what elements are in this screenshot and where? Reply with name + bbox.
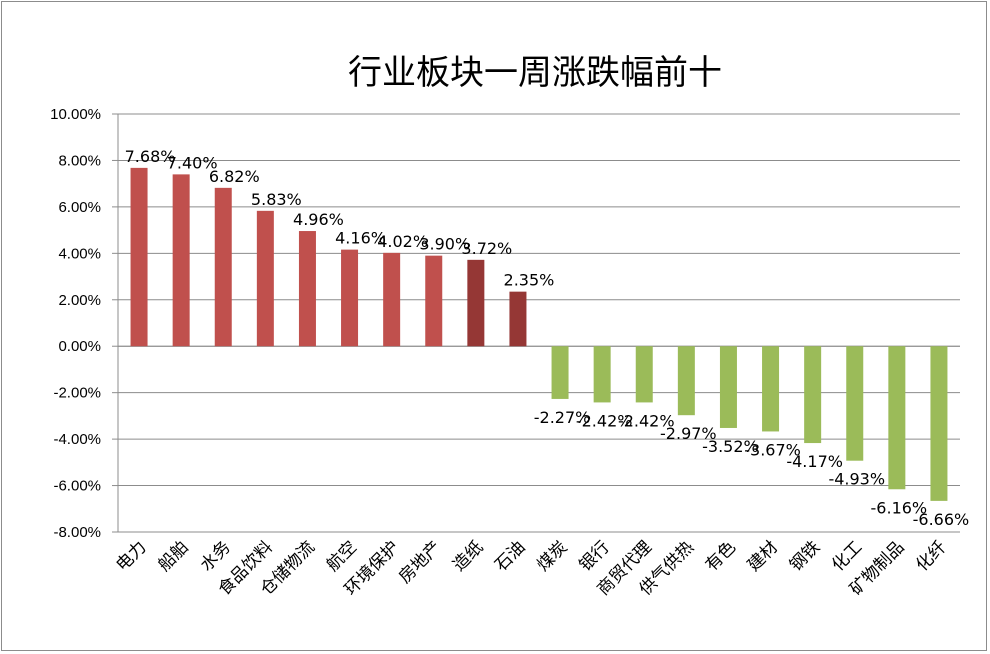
bar <box>467 259 485 347</box>
data-label: -6.16% <box>871 498 928 517</box>
y-tick-label: 6.00% <box>58 199 101 216</box>
x-category-label: 建材 <box>744 537 782 575</box>
bar <box>846 346 864 461</box>
chart-title: 行业板块一周涨跌幅前十 <box>348 53 722 93</box>
x-category-label: 煤炭 <box>533 537 571 575</box>
x-category-label: 化纤 <box>912 537 950 575</box>
x-category-label: 钢铁 <box>786 537 824 575</box>
x-category-label: 石油 <box>491 537 529 575</box>
x-category-label: 船舶 <box>155 537 193 575</box>
data-label: -2.42% <box>576 411 633 430</box>
bar <box>930 346 948 501</box>
data-label: 4.16% <box>335 229 386 248</box>
y-tick-label: -2.00% <box>53 385 101 402</box>
y-tick-label: 0.00% <box>58 338 101 355</box>
bar <box>804 346 822 444</box>
bar <box>635 346 653 403</box>
x-category-label: 电力 <box>112 537 150 575</box>
bar <box>719 346 737 428</box>
data-label: 6.82% <box>209 167 260 186</box>
x-category-labels: 电力 船舶 水务食品饮料仓储物流 航空环境保护房地产 造纸 石油 煤炭 银行商贸代理供气供热有… <box>112 537 950 599</box>
y-tick-label: -6.00% <box>53 478 101 495</box>
bar <box>762 346 780 432</box>
bar <box>172 174 190 347</box>
bar <box>425 255 443 347</box>
data-label: -3.52% <box>702 437 759 456</box>
bar <box>256 210 274 347</box>
data-label: 3.72% <box>461 239 512 258</box>
bar <box>888 346 906 490</box>
data-label: 5.83% <box>251 190 302 209</box>
bar <box>298 231 316 347</box>
data-label: 4.96% <box>293 210 344 229</box>
data-label: -4.17% <box>786 452 843 471</box>
data-label: -6.66% <box>913 510 970 529</box>
bar <box>341 249 359 347</box>
data-label: -4.93% <box>828 470 885 489</box>
bar <box>214 187 232 347</box>
data-label: -2.42% <box>618 411 675 430</box>
data-label: 4.02% <box>377 232 428 251</box>
data-label: 7.68% <box>125 147 176 166</box>
bar <box>130 167 148 347</box>
data-labels: 7.68%7.40%6.82% 5.83%4.96%4.16%4.02%3.90%… <box>125 147 970 529</box>
x-category-label: 有色 <box>702 537 740 575</box>
bars <box>130 167 948 501</box>
bar <box>551 346 569 399</box>
data-label: 7.40% <box>167 153 218 172</box>
bar <box>593 346 611 403</box>
y-tick-label: 8.00% <box>58 152 101 169</box>
y-tick-label: -8.00% <box>53 524 101 541</box>
bar <box>509 291 527 347</box>
data-label: -2.97% <box>660 424 717 443</box>
y-tick-label: -4.00% <box>53 431 101 448</box>
data-label: -3.67% <box>744 440 801 459</box>
bar <box>677 346 695 416</box>
x-category-label: 造纸 <box>449 537 487 575</box>
y-tick-labels: 10.00% 8.00% 6.00% 4.00% 2.00% 0.00% -2.00% -4.… <box>50 106 101 541</box>
y-tick-label: 10.00% <box>50 106 101 123</box>
bar <box>383 252 401 347</box>
data-label: -2.27% <box>534 408 591 427</box>
y-tick-label: 2.00% <box>58 292 101 309</box>
data-label: 3.90% <box>419 235 470 254</box>
y-tick-label: 4.00% <box>58 245 101 262</box>
x-category-label: 房地产 <box>395 537 445 587</box>
data-label: 2.35% <box>504 271 555 290</box>
